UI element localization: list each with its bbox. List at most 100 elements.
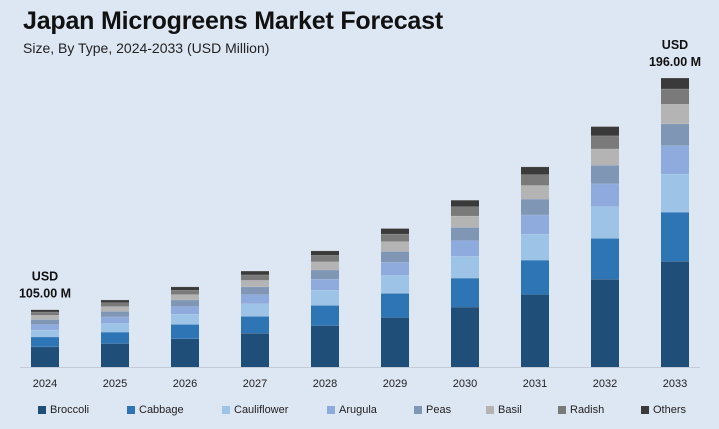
- legend-item-peas: Peas: [414, 404, 451, 416]
- bar-segment-basil-2025: [101, 306, 129, 312]
- bar-segment-basil-2029: [381, 241, 409, 252]
- x-tick-label: 2032: [593, 378, 617, 390]
- x-tick-label: 2025: [103, 378, 127, 390]
- bar-segment-others-2033: [661, 78, 689, 89]
- bar-segment-others-2028: [311, 250, 339, 256]
- bar-segment-radish-2030: [451, 206, 479, 216]
- bar-segment-radish-2033: [661, 88, 689, 105]
- x-tick-label: 2029: [383, 378, 407, 390]
- bar-segment-arugula-2025: [101, 316, 129, 324]
- bar-segment-radish-2025: [101, 302, 129, 307]
- bar-segment-broccoli-2033: [661, 261, 689, 367]
- bar-segment-cabbage-2025: [101, 332, 129, 344]
- bar-segment-arugula-2024: [31, 324, 59, 330]
- bar-segment-peas-2026: [171, 299, 199, 307]
- bar-segment-peas-2025: [101, 311, 129, 317]
- legend-label: Arugula: [339, 404, 377, 416]
- legend-swatch: [38, 406, 46, 414]
- x-tick-label: 2028: [313, 378, 337, 390]
- bar-segment-cauliflower-2030: [451, 256, 479, 279]
- value-annotation-2024: 105.00 M: [19, 287, 71, 301]
- bar-segment-cauliflower-2024: [31, 329, 59, 338]
- legend-swatch: [414, 406, 422, 414]
- legend-item-radish: Radish: [558, 404, 604, 416]
- chart-title: Japan Microgreens Market Forecast: [23, 7, 443, 35]
- bar-segment-others-2031: [521, 166, 549, 175]
- bar-segment-arugula-2031: [521, 214, 549, 234]
- bar-segment-arugula-2032: [591, 183, 619, 207]
- legend-swatch: [558, 406, 566, 414]
- bar-segment-arugula-2027: [241, 294, 269, 304]
- bar-segment-radish-2026: [171, 290, 199, 295]
- bar-segment-basil-2024: [31, 315, 59, 320]
- legend-swatch: [486, 406, 494, 414]
- legend-label: Cauliflower: [234, 404, 289, 416]
- bar-segment-cabbage-2026: [171, 324, 199, 339]
- legend-item-others: Others: [641, 404, 686, 416]
- bar-segment-arugula-2028: [311, 279, 339, 291]
- legend-item-cauliflower: Cauliflower: [222, 404, 288, 416]
- bar-segment-broccoli-2028: [311, 325, 339, 367]
- bar-segment-radish-2029: [381, 233, 409, 242]
- bar-segment-cabbage-2033: [661, 212, 689, 262]
- bar-segment-peas-2029: [381, 251, 409, 263]
- legend-label: Radish: [570, 404, 605, 416]
- legend-label: Cabbage: [139, 404, 184, 416]
- legend-item-basil: Basil: [486, 404, 522, 416]
- bar-segment-broccoli-2030: [451, 307, 479, 367]
- bar-segment-arugula-2030: [451, 240, 479, 257]
- bar-segment-basil-2027: [241, 280, 269, 287]
- bar-segment-peas-2030: [451, 227, 479, 241]
- bar-segment-peas-2033: [661, 123, 689, 146]
- legend-item-arugula: Arugula: [327, 404, 377, 416]
- bar-segment-broccoli-2029: [381, 317, 409, 367]
- bar-segment-cabbage-2028: [311, 305, 339, 326]
- bar-segment-peas-2024: [31, 319, 59, 325]
- bar-segment-cabbage-2031: [521, 260, 549, 295]
- x-tick-label: 2033: [663, 378, 687, 390]
- bar-segment-cabbage-2024: [31, 337, 59, 347]
- bar-segment-basil-2033: [661, 104, 689, 124]
- value-annotation-2024: USD: [32, 270, 58, 284]
- bar-segment-peas-2027: [241, 286, 269, 295]
- bar-segment-peas-2031: [521, 199, 549, 215]
- legend-label: Peas: [426, 404, 452, 416]
- legend-swatch: [127, 406, 135, 414]
- x-tick-label: 2027: [243, 378, 267, 390]
- bar-segment-cauliflower-2025: [101, 323, 129, 333]
- bar-segment-cabbage-2030: [451, 278, 479, 308]
- bar-segment-others-2027: [241, 271, 269, 275]
- bar-segment-radish-2024: [31, 311, 59, 316]
- bar-segment-broccoli-2026: [171, 338, 199, 367]
- legend-label: Others: [653, 404, 687, 416]
- x-tick-label: 2026: [173, 378, 197, 390]
- legend-swatch: [641, 406, 649, 414]
- bar-segment-peas-2032: [591, 165, 619, 184]
- bar-segment-radish-2028: [311, 255, 339, 262]
- legend-item-broccoli: Broccoli: [38, 404, 89, 416]
- x-tick-label: 2031: [523, 378, 547, 390]
- bar-segment-others-2026: [171, 286, 199, 291]
- bar-segment-cauliflower-2031: [521, 233, 549, 261]
- bar-segment-broccoli-2024: [31, 346, 59, 367]
- bar-segment-radish-2032: [591, 135, 619, 149]
- bar-segment-peas-2028: [311, 269, 339, 280]
- bar-segment-others-2025: [101, 299, 129, 303]
- bar-segment-radish-2027: [241, 274, 269, 281]
- bar-segment-basil-2030: [451, 215, 479, 228]
- legend-label: Broccoli: [50, 404, 90, 416]
- bar-segment-basil-2031: [521, 185, 549, 200]
- bar-segment-others-2030: [451, 200, 479, 207]
- bar-segment-arugula-2033: [661, 145, 689, 174]
- bar-segment-cauliflower-2028: [311, 290, 339, 306]
- bar-segment-broccoli-2032: [591, 279, 619, 367]
- legend-swatch: [222, 406, 230, 414]
- bar-segment-cauliflower-2033: [661, 173, 689, 213]
- bar-segment-others-2024: [31, 309, 59, 312]
- x-tick-label: 2030: [453, 378, 477, 390]
- bar-segment-cauliflower-2026: [171, 314, 199, 325]
- bar-segment-cauliflower-2032: [591, 206, 619, 239]
- legend-label: Basil: [498, 404, 522, 416]
- bar-segment-broccoli-2031: [521, 294, 549, 367]
